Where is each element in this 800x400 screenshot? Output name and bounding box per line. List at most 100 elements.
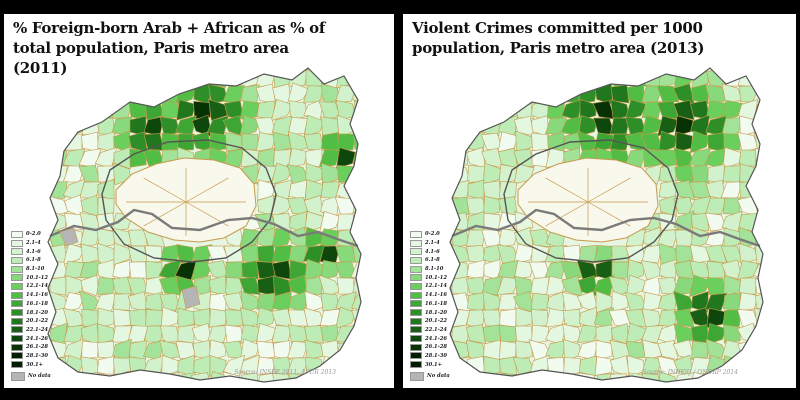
commune-area <box>513 260 535 280</box>
commune-area <box>771 326 788 343</box>
commune-area <box>705 197 727 215</box>
legend-label: 30.1+ <box>26 361 43 368</box>
legend-item: 0-2.0 <box>11 230 51 239</box>
commune-area <box>48 132 51 152</box>
commune-area <box>706 277 726 295</box>
nodata-area <box>181 285 201 309</box>
commune-area <box>641 373 663 382</box>
commune-area <box>497 228 519 248</box>
commune-area <box>515 307 533 329</box>
legend-swatch <box>410 291 422 299</box>
legend-swatch <box>11 326 23 334</box>
commune-area <box>207 325 229 343</box>
legend-label: 28.1-30 <box>425 352 448 359</box>
commune-area <box>368 342 389 359</box>
commune-area <box>144 85 164 103</box>
legend: 0-2.0 2.1-4 4.1-6 6.1-8 8.1-10 10.1-12 12.1-14… <box>11 230 51 381</box>
commune-area <box>111 84 133 104</box>
legend-item: 16.1-18 <box>11 300 51 309</box>
commune-area <box>737 355 759 377</box>
commune-area <box>499 69 517 87</box>
commune-area <box>675 245 693 263</box>
choropleth-map <box>449 67 791 388</box>
commune-area <box>144 245 164 263</box>
legend-item: 2.1-4 <box>11 239 51 248</box>
commune-area <box>336 133 356 151</box>
department-boundary <box>101 139 277 263</box>
legend-label: 14.1-16 <box>26 292 49 299</box>
commune-area <box>450 147 456 169</box>
commune-area <box>769 294 790 310</box>
commune-area <box>643 148 661 168</box>
commune-area <box>451 276 469 296</box>
commune-area <box>481 99 503 121</box>
commune-area <box>721 387 742 388</box>
legend-label: 22.1-24 <box>425 326 448 333</box>
legend-swatch <box>11 256 23 264</box>
commune-area <box>353 338 361 362</box>
commune-area <box>657 387 679 388</box>
arrondissement-line <box>185 177 229 203</box>
commune-area <box>772 374 788 388</box>
commune-area <box>241 260 259 280</box>
commune-area <box>368 372 389 388</box>
legend-label: 14.1-16 <box>425 292 448 299</box>
arrondissement-line <box>587 177 631 203</box>
legend-label: 30.1+ <box>425 361 442 368</box>
commune-area <box>482 195 502 217</box>
commune-area <box>753 325 763 343</box>
commune-area <box>755 180 763 200</box>
legend-swatch <box>410 343 422 351</box>
commune-area <box>62 371 86 382</box>
commune-area <box>367 101 389 119</box>
commune-area <box>62 291 86 313</box>
commune-area <box>270 162 294 186</box>
commune-area <box>723 165 741 183</box>
commune-area <box>691 341 709 359</box>
commune-area <box>466 245 486 263</box>
commune-area <box>755 116 763 136</box>
legend-item-nodata: No data <box>11 371 51 381</box>
commune-area <box>255 372 277 382</box>
commune-area <box>450 212 455 232</box>
legend-label: 8.1-10 <box>425 266 444 273</box>
legend-item: 8.1-10 <box>410 265 450 274</box>
commune-area <box>48 180 52 200</box>
commune-area <box>318 148 342 168</box>
legend-label: 12.1-14 <box>26 283 49 290</box>
legend-swatch <box>410 282 422 290</box>
commune-area <box>544 69 568 87</box>
commune-area <box>240 372 260 382</box>
map-panel-foreign-born: % Foreign-born Arab + African as % of to… <box>4 14 394 388</box>
commune-area <box>769 131 791 153</box>
commune-area <box>754 243 763 265</box>
legend-swatch <box>11 335 23 343</box>
commune-area <box>48 99 52 121</box>
commune-area <box>370 181 386 198</box>
legend-label: 18.1-20 <box>26 309 49 316</box>
commune-area <box>626 259 646 281</box>
commune-area <box>466 197 486 215</box>
legend-swatch <box>11 291 23 299</box>
commune-area <box>771 180 789 201</box>
commune-area <box>320 292 340 312</box>
commune-area <box>351 68 361 72</box>
commune-area <box>626 387 647 388</box>
commune-area <box>531 84 549 104</box>
legend-item: 20.1-22 <box>410 317 450 326</box>
commune-area <box>239 115 261 137</box>
commune-area <box>706 307 726 329</box>
commune-area <box>754 68 763 73</box>
commune-area <box>690 164 710 184</box>
commune-area <box>771 261 789 278</box>
commune-area <box>81 340 99 360</box>
legend-item: 28.1-30 <box>11 352 51 361</box>
arrondissement-line <box>545 201 589 227</box>
commune-area <box>350 115 361 137</box>
commune-area <box>370 118 387 134</box>
commune-area <box>770 164 789 184</box>
legend-item: 14.1-16 <box>11 291 51 300</box>
commune-area <box>370 83 387 104</box>
commune-area <box>450 82 454 106</box>
commune-area <box>641 244 663 264</box>
